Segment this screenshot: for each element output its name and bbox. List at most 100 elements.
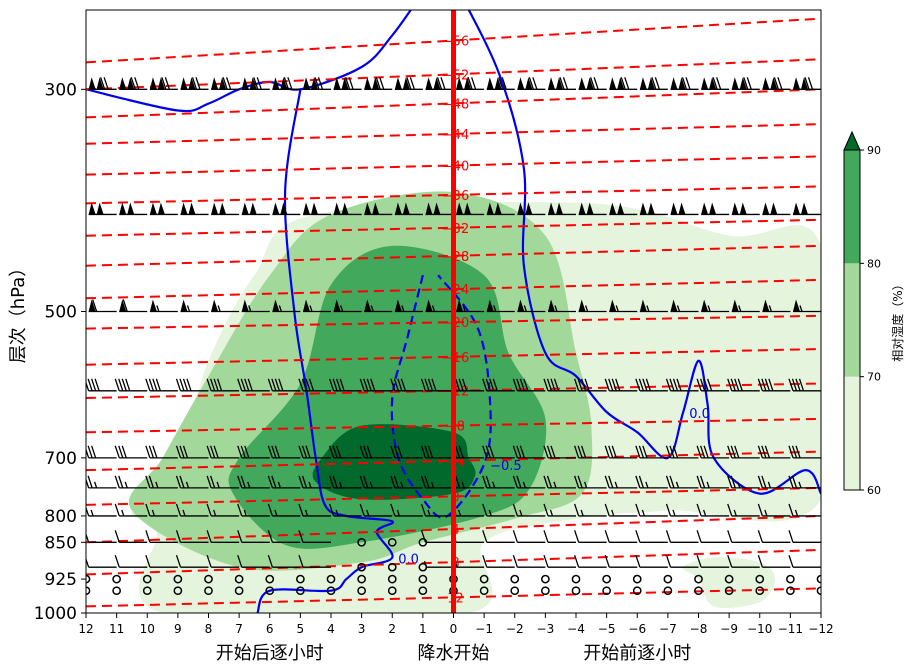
wind-barb bbox=[574, 378, 607, 392]
wind-barb bbox=[543, 475, 576, 489]
wind-barb bbox=[512, 530, 546, 543]
wind-barb-layer bbox=[86, 77, 821, 596]
calm-wind-marker bbox=[479, 574, 489, 584]
wind-barb bbox=[609, 299, 638, 313]
calm-wind-marker bbox=[816, 574, 821, 584]
wind-barb bbox=[762, 299, 791, 313]
wind-barb bbox=[298, 445, 331, 459]
y-tick-label: 500 bbox=[45, 303, 77, 323]
wind-barb bbox=[267, 445, 301, 459]
calm-wind-marker bbox=[571, 574, 581, 584]
wind-barb bbox=[639, 77, 668, 90]
calm-wind-marker bbox=[724, 586, 734, 596]
wind-barb bbox=[237, 503, 270, 517]
wind-barb bbox=[114, 445, 148, 459]
x-tick-label: −12 bbox=[808, 622, 833, 636]
wind-barb bbox=[364, 77, 393, 90]
wind-barb bbox=[670, 202, 699, 216]
wind-barb bbox=[574, 530, 607, 543]
temperature-isotherm bbox=[86, 382, 821, 399]
calm-wind-marker bbox=[387, 574, 397, 584]
colorbar-tick-label: 60 bbox=[867, 484, 881, 497]
wind-barb bbox=[517, 299, 546, 313]
wind-barb bbox=[390, 378, 423, 392]
wind-barb bbox=[696, 554, 730, 568]
temperature-isotherm bbox=[86, 185, 821, 205]
omega-contour-label: 0.0 bbox=[398, 552, 419, 567]
x-tick-label: 0 bbox=[450, 622, 458, 636]
x-tick-label: 2 bbox=[388, 622, 396, 636]
wind-barb bbox=[578, 299, 607, 313]
wind-barb bbox=[788, 445, 821, 459]
wind-barb bbox=[88, 202, 117, 216]
calm-wind-marker bbox=[755, 574, 765, 584]
wind-barb bbox=[241, 202, 270, 216]
wind-barb bbox=[119, 299, 148, 313]
colorbar-frame bbox=[843, 149, 861, 491]
x-tick-label: 8 bbox=[205, 622, 213, 636]
y-axis: 300 500 700 800 850 925 1000 bbox=[34, 80, 86, 624]
wind-barb bbox=[359, 475, 393, 489]
wind-barb bbox=[145, 530, 178, 543]
wind-barb bbox=[665, 445, 699, 459]
wind-barb bbox=[548, 299, 576, 313]
temperature-isotherm bbox=[86, 244, 821, 267]
x-tick-label: 12 bbox=[78, 622, 93, 636]
temperature-isotherm bbox=[86, 88, 821, 119]
wind-barb bbox=[272, 202, 301, 216]
wind-barb bbox=[635, 530, 668, 543]
wind-barb bbox=[425, 299, 454, 313]
y-tick-label: 700 bbox=[45, 449, 77, 469]
wind-barb bbox=[298, 475, 331, 489]
wind-barb bbox=[788, 378, 821, 392]
x-tick-label: −3 bbox=[537, 622, 555, 636]
wind-barb bbox=[114, 530, 148, 543]
wind-barb bbox=[604, 378, 638, 392]
wind-barb bbox=[512, 378, 546, 392]
omega-contour-label: 0.0 bbox=[689, 407, 710, 422]
calm-wind-marker bbox=[326, 586, 336, 596]
wind-barb bbox=[175, 445, 209, 459]
wind-barb bbox=[482, 554, 515, 568]
wind-barb bbox=[788, 475, 821, 489]
temperature-isotherm bbox=[86, 417, 821, 434]
wind-barb bbox=[119, 77, 148, 90]
wind-barb bbox=[175, 378, 209, 392]
wind-barb bbox=[486, 77, 515, 90]
x-section-labels: 开始后逐小时 降水开始 开始前逐小时 bbox=[216, 643, 692, 664]
x-section-label: 降水开始 bbox=[418, 643, 490, 664]
humidity-fill-layer bbox=[128, 191, 821, 613]
calm-wind-marker bbox=[694, 586, 703, 596]
plot-area: 0.0 0.0 −0.5 −56−52−48−44−40−36−32−28−24−2… bbox=[86, 10, 821, 613]
calm-wind-marker bbox=[234, 574, 244, 584]
temperature-isotherm bbox=[86, 278, 821, 300]
calm-wind-marker bbox=[418, 574, 428, 584]
wind-barb bbox=[512, 554, 546, 568]
calm-wind-marker bbox=[510, 586, 520, 596]
calm-wind-marker bbox=[142, 574, 152, 584]
wind-barb bbox=[727, 378, 760, 392]
wind-barb bbox=[272, 77, 301, 90]
wind-barb bbox=[364, 202, 393, 216]
wind-barb bbox=[206, 445, 240, 459]
calm-wind-marker bbox=[265, 586, 275, 596]
x-tick-label: −8 bbox=[690, 622, 708, 636]
wind-barb bbox=[635, 445, 668, 459]
wind-barb bbox=[665, 378, 699, 392]
wind-barb bbox=[149, 77, 178, 90]
temperature-isotherm-layer: −56−52−48−44−40−36−32−28−24−20−16−12−8−4… bbox=[86, 17, 821, 608]
wind-barb bbox=[696, 503, 730, 517]
wind-barb bbox=[670, 299, 699, 313]
wind-barb bbox=[303, 202, 331, 216]
wind-barb bbox=[86, 378, 117, 392]
wind-barb bbox=[425, 77, 454, 90]
wind-barb bbox=[175, 475, 209, 489]
wind-barb bbox=[635, 554, 668, 568]
wind-barb bbox=[788, 503, 821, 517]
wind-barb bbox=[701, 299, 730, 313]
wind-barb bbox=[420, 530, 454, 543]
wind-barb bbox=[298, 503, 331, 517]
calm-wind-marker bbox=[112, 574, 121, 584]
wind-barb bbox=[665, 554, 699, 568]
